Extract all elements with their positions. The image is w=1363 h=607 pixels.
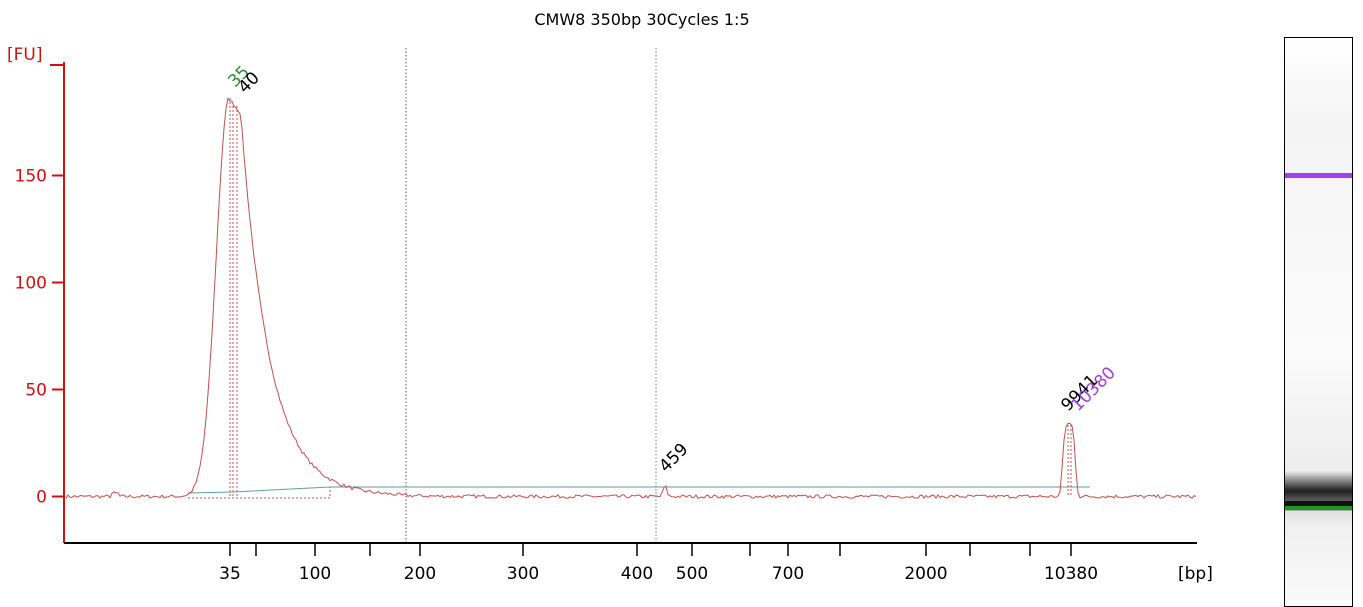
baseline-segments [188,98,1090,498]
x-tick-label: 200 [404,564,436,584]
peak-label: 459 [655,439,692,476]
gel-band-upper-marker [1285,173,1352,178]
x-tick-label: 300 [507,564,539,584]
baseline-line [188,487,1090,493]
x-tick-label: 700 [772,564,804,584]
x-tick-label: 35 [219,564,241,584]
x-tick-label: 2000 [904,564,947,584]
gel-band-lower-marker [1285,506,1352,510]
x-tick-label: 10380 [1044,564,1098,584]
fluorescence-trace [66,98,1196,498]
y-tick-label: 0 [36,488,47,508]
x-tick-label: 500 [676,564,708,584]
y-axis: 0 50 100 150 [15,62,64,543]
x-tick-label: 400 [621,564,653,584]
x-axis-unit: [bp] [1178,564,1213,584]
y-tick-label: 150 [15,167,47,187]
x-axis: 35 100 200 300 400 500 700 2000 10380 [64,543,1197,584]
region-markers [406,48,656,543]
y-tick-label: 100 [15,274,47,294]
gel-band-sample [1285,501,1352,506]
gel-lane [1284,37,1353,607]
y-axis-label: [FU] [7,45,43,65]
chart-title: CMW8 350bp 30Cycles 1:5 [534,10,749,29]
gel-lane-frame [1284,37,1353,607]
y-tick-label: 50 [25,381,47,401]
x-tick-label: 100 [299,564,331,584]
